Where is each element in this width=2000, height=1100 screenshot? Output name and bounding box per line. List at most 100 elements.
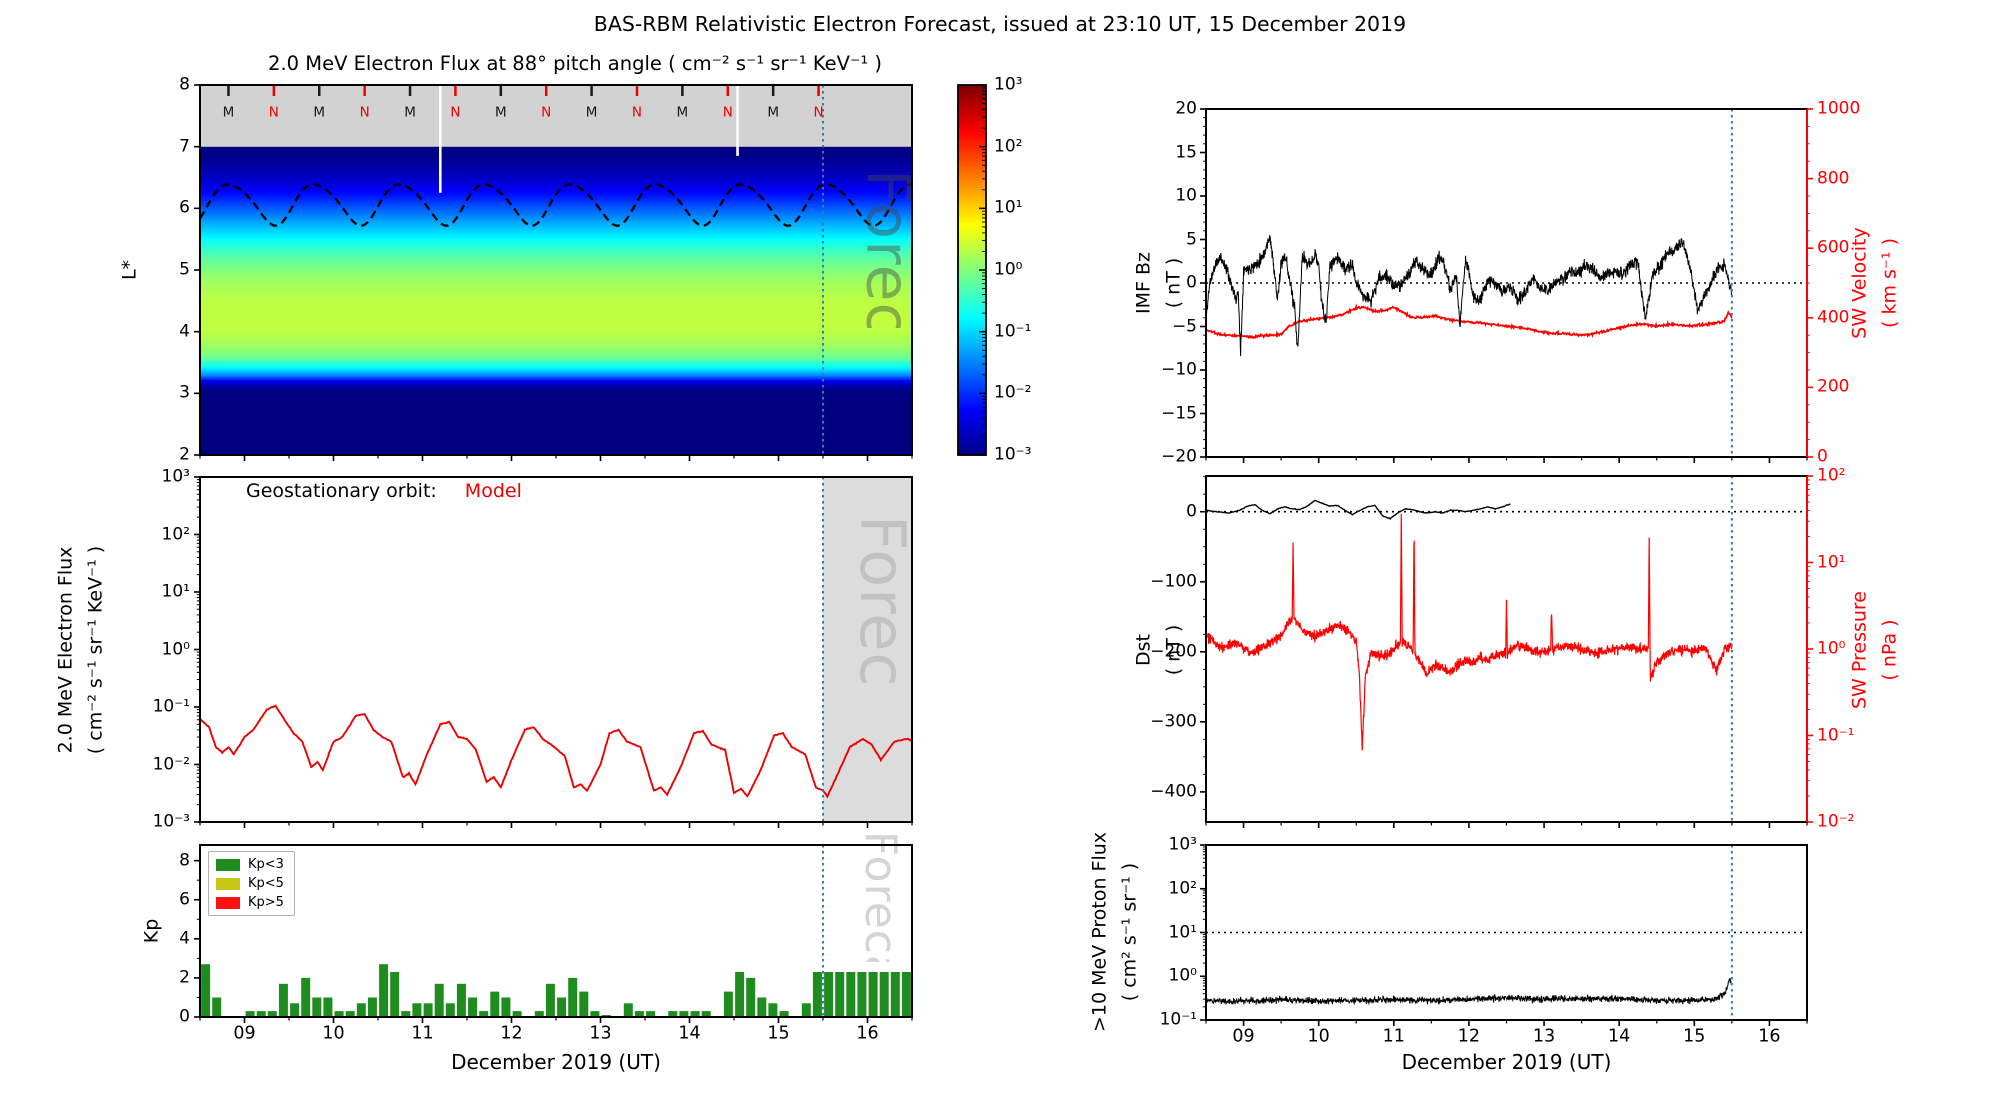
heatmap-row xyxy=(200,387,912,390)
kp-bar xyxy=(668,1011,678,1017)
colorbar-gradient xyxy=(958,188,986,192)
band-marker-label: M xyxy=(222,104,235,121)
colorbar-gradient xyxy=(958,196,986,200)
colorbar-gradient xyxy=(958,103,986,107)
heatmap-row xyxy=(200,300,912,303)
heatmap-row xyxy=(200,205,912,208)
heatmap-row xyxy=(200,217,912,220)
colorbar-gradient xyxy=(958,336,986,340)
heatmap-row xyxy=(200,408,912,411)
colorbar-gradient xyxy=(958,391,986,395)
colorbar-gradient xyxy=(958,270,986,274)
heatmap-row xyxy=(200,424,912,427)
heatmap-row xyxy=(200,306,912,309)
heatmap-row xyxy=(200,368,912,371)
colorbar-gradient xyxy=(958,156,986,160)
heatmap-row xyxy=(200,249,912,252)
heatmap-row xyxy=(200,290,912,293)
heatmap-row xyxy=(200,214,912,217)
heatmap-row xyxy=(200,356,912,359)
heatmap-row xyxy=(200,161,912,164)
heatmap-row xyxy=(200,334,912,337)
heatmap-row xyxy=(200,365,912,368)
colorbar-gradient xyxy=(958,114,986,118)
heatmap-row xyxy=(200,239,912,242)
colorbar-tick-label: 10⁻³ xyxy=(994,444,1032,465)
bz-tick-label: 20 xyxy=(1175,98,1197,119)
heatmap-row xyxy=(200,390,912,393)
page-title: BAS-RBM Relativistic Electron Forecast, … xyxy=(593,12,1407,36)
panel-border xyxy=(1205,475,1808,823)
band-marker-label: N xyxy=(359,104,370,121)
colorbar-gradient xyxy=(958,407,986,411)
pressure-tick-label: 10¹ xyxy=(1817,552,1846,573)
heatmap-row xyxy=(200,280,912,283)
velocity-tick-label: 400 xyxy=(1817,307,1850,328)
lstar-tick-label: 2 xyxy=(179,444,190,465)
velocity-tick-label: 1000 xyxy=(1817,98,1861,119)
heatmap-row xyxy=(200,402,912,405)
colorbar-gradient xyxy=(958,349,986,353)
colorbar-gradient xyxy=(958,246,986,250)
colorbar-gradient xyxy=(958,116,986,120)
heatmap-row xyxy=(200,378,912,381)
proton-tick-label: 10⁰ xyxy=(1168,965,1197,986)
x-tick-label: 12 xyxy=(1457,1026,1481,1047)
colorbar-gradient xyxy=(958,344,986,348)
colorbar-gradient xyxy=(958,127,986,131)
colorbar-gradient xyxy=(958,124,986,128)
heatmap-row xyxy=(200,449,912,452)
band-marker-label: M xyxy=(494,104,507,121)
heatmap-row xyxy=(200,352,912,355)
colorbar-gradient xyxy=(958,106,986,110)
heatmap-row xyxy=(200,432,912,436)
colorbar-gradient xyxy=(958,211,986,216)
heatmap-row xyxy=(200,412,912,415)
colorbar-gradient xyxy=(958,291,986,295)
lstar-tick-label: 5 xyxy=(179,259,190,280)
heatmap-row xyxy=(200,388,912,392)
heatmap-row xyxy=(200,146,912,149)
kp-legend: Kp<3 Kp<5 Kp>5 xyxy=(208,851,295,916)
heatmap-row xyxy=(200,252,912,255)
kp-bar xyxy=(345,1011,355,1017)
forecast-watermark: Forecast xyxy=(855,831,906,1025)
colorbar-gradient xyxy=(958,256,986,261)
heatmap-row xyxy=(200,441,912,444)
kp-bar xyxy=(334,1011,344,1017)
kp-bar xyxy=(401,1011,411,1017)
heatmap-row xyxy=(200,173,912,176)
x-tick-label: 16 xyxy=(856,1023,879,1044)
kp-bar xyxy=(278,983,288,1017)
forecast-watermark: Forecast xyxy=(852,169,922,431)
colorbar-gradient xyxy=(958,362,986,366)
heatmap-row xyxy=(200,297,912,301)
heatmap-row xyxy=(200,168,912,171)
heatmap-row xyxy=(200,415,912,418)
heatmap-row xyxy=(200,270,912,273)
band-marker-label: M xyxy=(676,104,689,121)
kp-bar xyxy=(412,1003,422,1017)
colorbar-gradient xyxy=(958,433,986,438)
colorbar-gradient xyxy=(958,111,986,115)
kp-bar xyxy=(634,1011,644,1017)
colorbar-gradient xyxy=(958,441,986,446)
colorbar-gradient xyxy=(958,259,986,263)
heatmap-row xyxy=(200,246,912,249)
heatmap-row xyxy=(200,422,912,425)
colorbar-gradient xyxy=(958,367,986,372)
heatmap-row xyxy=(200,321,912,324)
band-marker-label: M xyxy=(404,104,416,121)
heatmap-row xyxy=(200,434,912,437)
heatmap-row xyxy=(200,274,912,277)
heatmap-row xyxy=(200,272,912,276)
kp-bar xyxy=(890,972,900,1017)
kp-gt5-label: Kp>5 xyxy=(248,895,284,910)
heatmap-row xyxy=(200,312,912,315)
kp-bar xyxy=(479,1011,489,1017)
heatmap-row xyxy=(200,225,912,229)
heatmap-row xyxy=(200,314,912,317)
heatmap-row xyxy=(200,406,912,409)
heatmap-row xyxy=(200,220,912,223)
panel-border xyxy=(199,476,913,823)
